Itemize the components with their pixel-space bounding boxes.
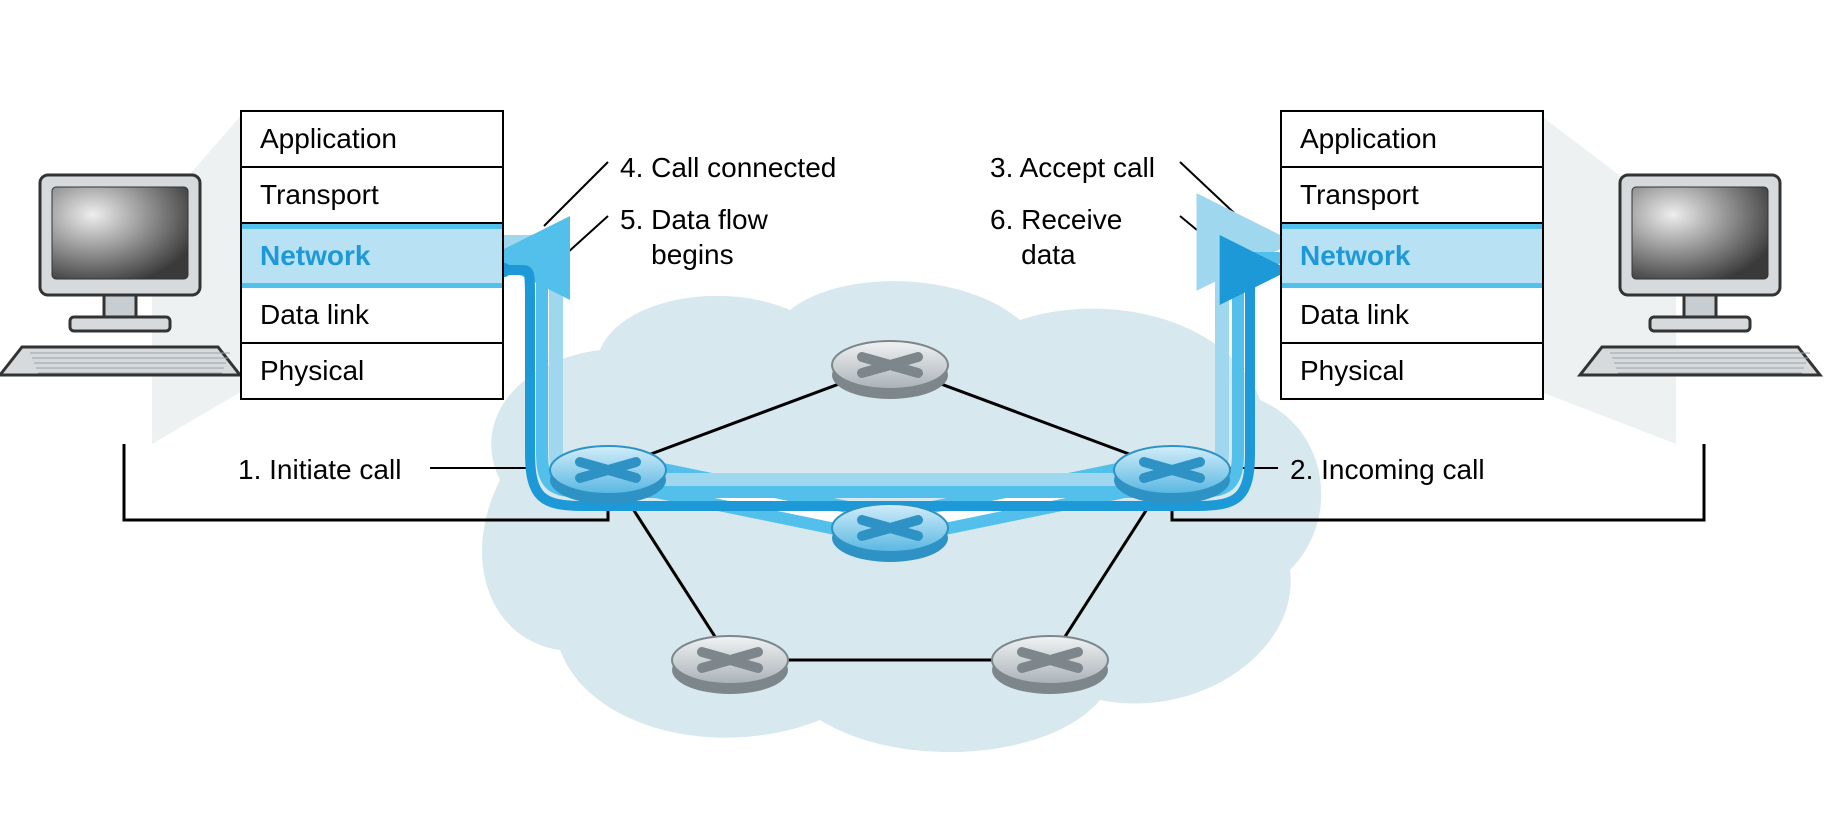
router-icon bbox=[1114, 446, 1230, 504]
layer-application: Application bbox=[1282, 112, 1542, 168]
protocol-stack-left: ApplicationTransportNetworkData linkPhys… bbox=[240, 110, 504, 400]
step-2-label: 2. Incoming call bbox=[1290, 452, 1485, 487]
step-4-label: 4. Call connected bbox=[620, 150, 836, 185]
layer-network: Network bbox=[1282, 224, 1542, 288]
step-3-label: 3. Accept call bbox=[990, 150, 1155, 185]
router-icon bbox=[672, 636, 788, 694]
diagram-canvas: ApplicationTransportNetworkData linkPhys… bbox=[0, 0, 1828, 824]
protocol-stack-right: ApplicationTransportNetworkData linkPhys… bbox=[1280, 110, 1544, 400]
router-icon bbox=[832, 341, 948, 399]
router-icon bbox=[832, 504, 948, 562]
layer-application: Application bbox=[242, 112, 502, 168]
layer-transport: Transport bbox=[1282, 168, 1542, 224]
layer-data-link: Data link bbox=[242, 288, 502, 344]
step-6-label: 6. Receive data bbox=[990, 202, 1122, 272]
layer-data-link: Data link bbox=[1282, 288, 1542, 344]
layer-physical: Physical bbox=[1282, 344, 1542, 398]
router-icon bbox=[550, 446, 666, 504]
layer-transport: Transport bbox=[242, 168, 502, 224]
layer-physical: Physical bbox=[242, 344, 502, 398]
step-5-label: 5. Data flow begins bbox=[620, 202, 768, 272]
step-1-label: 1. Initiate call bbox=[238, 452, 401, 487]
router-icon bbox=[992, 636, 1108, 694]
layer-network: Network bbox=[242, 224, 502, 288]
